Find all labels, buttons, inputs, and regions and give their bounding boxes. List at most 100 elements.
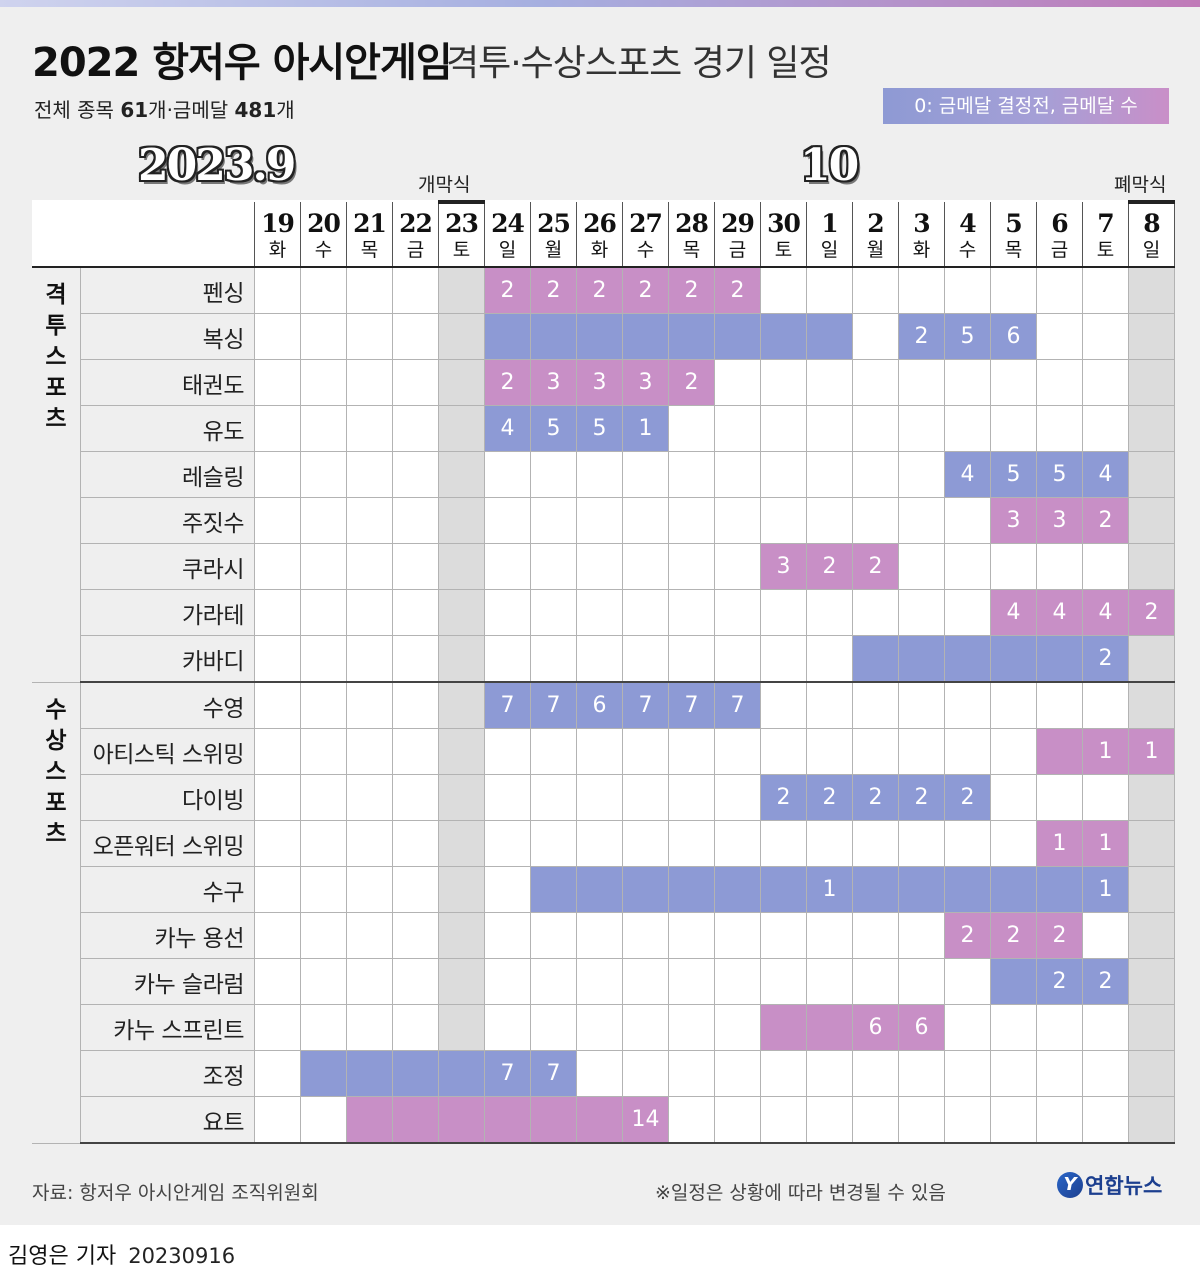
date-number: 29 — [721, 209, 755, 238]
schedule-cell: 7 — [530, 1050, 577, 1097]
schedule-cell — [622, 1004, 669, 1051]
schedule-cell — [254, 589, 301, 636]
schedule-cell — [760, 635, 807, 683]
day-of-week: 금 — [406, 239, 425, 261]
schedule-cell — [852, 912, 899, 959]
schedule-cell — [852, 589, 899, 636]
schedule-cell — [898, 543, 945, 590]
date-header-cell: 19 화 — [254, 202, 301, 268]
schedule-cell — [1082, 266, 1129, 314]
schedule-cell — [714, 774, 761, 821]
schedule-cell — [990, 543, 1037, 590]
schedule-cell — [1036, 1004, 1083, 1051]
schedule-cell — [622, 543, 669, 590]
schedule-cell — [944, 728, 991, 775]
schedule-cell — [392, 1050, 439, 1097]
schedule-cell: 2 — [990, 912, 1037, 959]
sport-name: 수구 — [80, 866, 255, 913]
source-note: 자료: 항저우 아시안게임 조직위원회 — [32, 1182, 319, 1204]
schedule-cell — [622, 497, 669, 544]
schedule-cell — [530, 543, 577, 590]
schedule-cell — [438, 543, 485, 590]
day-of-week: 화 — [268, 239, 287, 261]
sport-row: 아티스틱 스위밍 1 1 — [32, 728, 1175, 775]
schedule-cell — [1082, 912, 1129, 959]
schedule-cell — [622, 820, 669, 867]
schedule-cell — [438, 497, 485, 544]
schedule-cell — [1128, 543, 1175, 590]
schedule-cell — [898, 728, 945, 775]
schedule-cell — [254, 497, 301, 544]
schedule-cell: 4 — [484, 405, 531, 452]
schedule-cell — [484, 1096, 531, 1144]
schedule-cell: 2 — [1036, 912, 1083, 959]
schedule-cell — [300, 635, 347, 683]
header-blank-cell — [80, 202, 255, 268]
category-char: 투 — [45, 313, 67, 339]
sport-name: 유도 — [80, 405, 255, 452]
schedule-cell — [990, 866, 1037, 913]
schedule-cell — [484, 543, 531, 590]
schedule-cell — [806, 912, 853, 959]
schedule-cell — [806, 681, 853, 729]
schedule-cell: 6 — [852, 1004, 899, 1051]
schedule-cell — [576, 820, 623, 867]
schedule-cell — [576, 1050, 623, 1097]
schedule-cell: 2 — [668, 266, 715, 314]
sport-row: 유도 4 5 5 1 — [32, 405, 1175, 452]
schedule-cell — [484, 313, 531, 360]
schedule-cell — [254, 1096, 301, 1144]
schedule-cell — [530, 866, 577, 913]
schedule-cell — [346, 405, 393, 452]
date-number: 23 — [445, 209, 479, 238]
schedule-cell — [576, 958, 623, 1005]
schedule-cell — [254, 866, 301, 913]
schedule-cell — [530, 958, 577, 1005]
schedule-cell — [484, 958, 531, 1005]
schedule-cell — [852, 1096, 899, 1144]
schedule-cell — [1128, 774, 1175, 821]
schedule-cell — [1082, 1050, 1129, 1097]
schedule-cell — [300, 1050, 347, 1097]
schedule-cell — [254, 543, 301, 590]
date-header-cell: 20 수 — [300, 202, 347, 268]
schedule-cell — [806, 497, 853, 544]
schedule-cell: 2 — [622, 266, 669, 314]
schedule-cell — [668, 958, 715, 1005]
sport-name: 태권도 — [80, 359, 255, 406]
schedule-cell: 2 — [1082, 958, 1129, 1005]
schedule-cell — [806, 1050, 853, 1097]
schedule-cell — [668, 1004, 715, 1051]
schedule-cell — [300, 313, 347, 360]
schedule-cell — [438, 589, 485, 636]
schedule-cell — [714, 958, 761, 1005]
schedule-cell — [1128, 681, 1175, 729]
schedule-cell — [714, 313, 761, 360]
schedule-cell — [392, 1004, 439, 1051]
sport-row: 격 투 스 포 츠 펜싱 2 2 2 2 2 2 — [32, 266, 1175, 683]
schedule-cell — [346, 497, 393, 544]
schedule-cell — [806, 359, 853, 406]
schedule-cell — [806, 1004, 853, 1051]
schedule-cell — [438, 958, 485, 1005]
schedule-cell — [392, 820, 439, 867]
schedule-cell — [438, 359, 485, 406]
schedule-cell — [622, 589, 669, 636]
day-of-week: 토 — [774, 239, 793, 261]
sport-name: 수영 — [80, 681, 255, 729]
sport-row: 쿠라시 3 2 2 — [32, 543, 1175, 590]
schedule-cell — [714, 359, 761, 406]
schedule-cell — [1082, 1096, 1129, 1144]
schedule-cell — [1128, 266, 1175, 314]
schedule-cell — [668, 728, 715, 775]
date-header-cell: 26 화 — [576, 202, 623, 268]
schedule-cell — [300, 451, 347, 498]
day-of-week: 화 — [912, 239, 931, 261]
schedule-cell — [300, 405, 347, 452]
schedule-cell — [300, 359, 347, 406]
schedule-cell — [668, 912, 715, 959]
sport-row: 카바디 2 — [32, 635, 1175, 683]
